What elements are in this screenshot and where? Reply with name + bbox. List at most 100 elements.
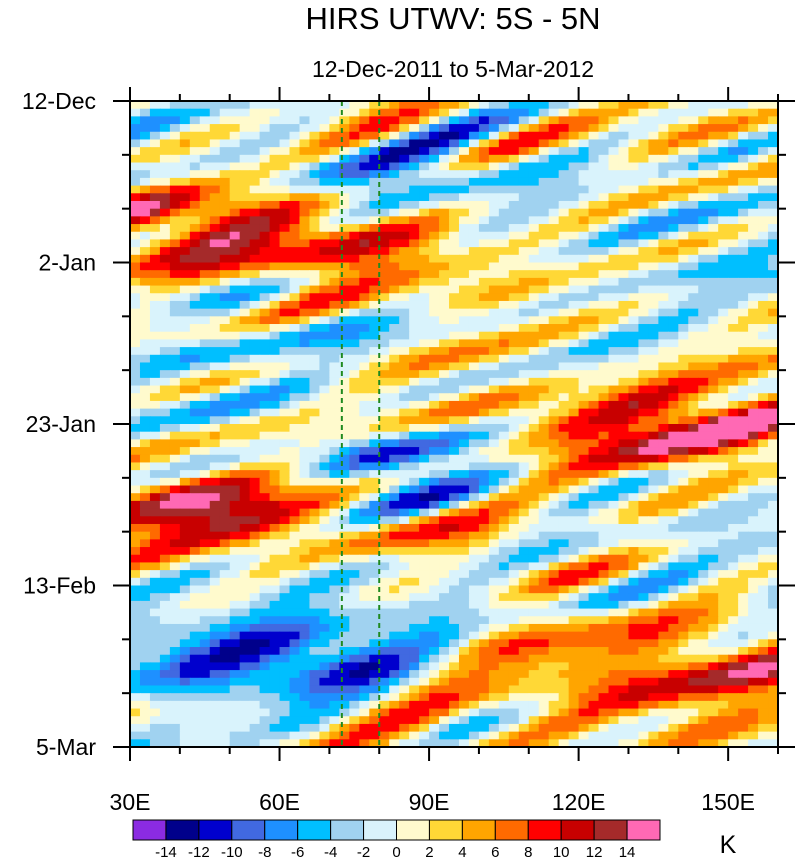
heat-cell xyxy=(468,654,480,663)
heat-cell xyxy=(259,308,271,317)
heat-cell xyxy=(668,231,679,241)
heat-cell xyxy=(758,339,769,348)
heat-cell xyxy=(259,147,271,156)
heat-cell xyxy=(259,593,271,602)
heat-cell xyxy=(578,500,590,510)
heat-cell xyxy=(409,131,420,141)
heat-cell xyxy=(169,470,181,479)
heat-cell xyxy=(269,193,281,202)
heat-cell xyxy=(269,562,281,571)
heat-cell xyxy=(299,170,311,179)
heat-cell xyxy=(458,454,470,464)
heat-cell xyxy=(538,470,550,479)
heat-cell xyxy=(618,277,630,287)
heat-cell xyxy=(638,108,649,117)
heat-cell xyxy=(279,200,291,210)
heat-cell xyxy=(419,623,430,633)
heat-cell xyxy=(528,470,540,479)
heat-cell xyxy=(718,400,729,410)
heat-cell xyxy=(488,416,500,425)
heat-cell xyxy=(449,193,460,202)
heat-cell xyxy=(319,185,330,194)
heat-cell xyxy=(219,385,231,394)
heat-cell xyxy=(169,508,181,517)
heat-cell xyxy=(738,300,749,310)
heat-cell xyxy=(169,408,181,417)
heat-cell xyxy=(608,516,620,525)
heat-cell xyxy=(588,639,600,648)
heat-cell xyxy=(498,324,510,333)
heat-cell xyxy=(269,362,281,371)
heat-cell xyxy=(608,585,620,594)
heat-cell xyxy=(329,408,340,417)
heat-cell xyxy=(309,239,321,248)
heat-cell xyxy=(618,331,630,340)
heat-cell xyxy=(508,531,520,540)
heat-cell xyxy=(130,462,141,471)
heat-cell xyxy=(628,139,640,148)
heat-cell xyxy=(409,454,420,464)
heat-cell xyxy=(688,600,699,610)
heat-cell xyxy=(718,339,729,348)
heat-cell xyxy=(718,539,729,548)
heat-cell xyxy=(130,347,141,356)
heat-cell xyxy=(349,562,360,571)
heat-cell xyxy=(698,400,709,410)
heat-cell xyxy=(209,616,221,625)
heat-cell xyxy=(199,439,211,448)
heat-cell xyxy=(728,354,739,364)
heat-cell xyxy=(718,239,729,248)
heat-cell xyxy=(488,285,500,294)
heat-cell xyxy=(139,593,151,602)
heat-cell xyxy=(239,593,251,602)
heat-cell xyxy=(299,647,311,656)
heat-cell xyxy=(488,216,500,225)
heat-cell xyxy=(498,331,510,340)
heat-cell xyxy=(488,608,500,617)
heat-cell xyxy=(299,547,311,556)
heat-cell xyxy=(548,485,560,494)
heat-cell xyxy=(658,293,669,302)
heat-cell xyxy=(748,224,759,233)
heat-cell xyxy=(419,370,430,379)
heat-cell xyxy=(319,600,330,610)
heat-cell xyxy=(588,262,600,271)
heat-cell xyxy=(199,154,211,164)
heat-cell xyxy=(369,424,380,433)
heat-cell xyxy=(149,270,161,279)
heat-cell xyxy=(179,124,191,133)
heat-cell xyxy=(458,239,470,248)
heat-cell xyxy=(648,585,659,594)
heat-cell xyxy=(179,685,191,694)
heat-cell xyxy=(429,570,440,579)
heat-cell xyxy=(508,539,520,548)
heat-cell xyxy=(249,393,261,402)
heat-cell xyxy=(678,562,689,571)
heat-cell xyxy=(189,631,201,640)
heat-cell xyxy=(598,670,610,679)
heat-cell xyxy=(518,523,530,533)
heat-cell xyxy=(379,508,390,517)
heat-cell xyxy=(339,200,350,210)
heat-cell xyxy=(608,254,620,264)
heat-cell xyxy=(239,131,251,141)
heat-cell xyxy=(458,639,470,648)
heat-cell xyxy=(130,424,141,433)
heat-cell xyxy=(389,616,400,625)
heat-cell xyxy=(758,400,769,410)
heat-cell xyxy=(748,208,759,217)
heat-cell xyxy=(189,116,201,125)
heat-cell xyxy=(718,139,729,148)
heat-cell xyxy=(568,147,580,156)
heat-cell xyxy=(598,570,610,579)
heat-cell xyxy=(389,177,400,187)
heat-cell xyxy=(608,662,620,671)
heat-cell xyxy=(169,200,181,210)
heat-cell xyxy=(688,623,699,633)
heat-cell xyxy=(449,500,460,510)
heat-cell xyxy=(518,116,530,125)
heat-cell xyxy=(728,101,739,110)
heat-cell xyxy=(169,631,181,640)
heat-cell xyxy=(768,400,779,410)
heat-cell xyxy=(658,500,669,510)
